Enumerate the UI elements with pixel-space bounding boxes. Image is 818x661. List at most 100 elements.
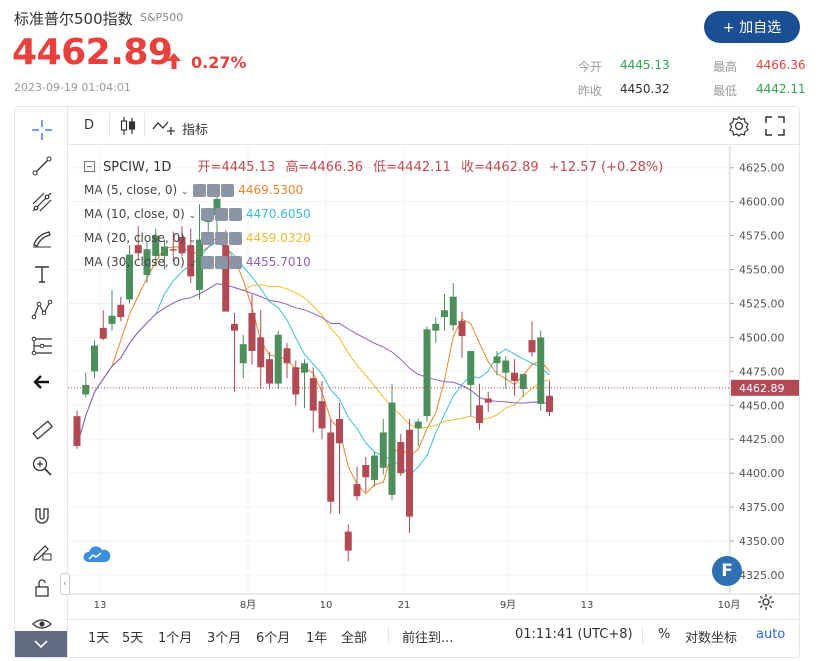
- chevron-down-icon[interactable]: ⌄: [188, 211, 197, 221]
- ma20-label: MA (20, close, 0): [84, 231, 185, 245]
- candle-body: [414, 421, 422, 429]
- legend-low: 低=4442.11: [373, 160, 451, 175]
- auto-scale-toggle[interactable]: auto: [756, 627, 786, 642]
- crosshair-icon[interactable]: [15, 115, 68, 145]
- ma5-legend: MA (5, close, 0) ⌄ 4469.5300: [84, 183, 303, 197]
- interval-button[interactable]: D: [84, 118, 95, 133]
- candle-body: [292, 367, 300, 395]
- moving-average-lines: [76, 235, 550, 495]
- price-tick-label: 4375.00: [739, 501, 785, 514]
- back-arrow-icon[interactable]: [15, 367, 68, 397]
- close-icon[interactable]: [221, 184, 235, 197]
- candle-body: [449, 296, 457, 326]
- eye-icon[interactable]: [201, 232, 215, 245]
- candle-body: [379, 432, 387, 468]
- close-icon[interactable]: [229, 232, 243, 245]
- divider: [388, 626, 389, 644]
- candle-body: [108, 315, 116, 324]
- fib-tool-icon[interactable]: [15, 187, 68, 217]
- settings-gear-icon[interactable]: [215, 232, 229, 245]
- candle-body: [327, 432, 335, 502]
- candle-body: [309, 378, 317, 411]
- lock-drawing-pencil-icon[interactable]: [15, 537, 68, 567]
- settings-gear-icon[interactable]: [207, 184, 221, 197]
- price-tick-label: 4450.00: [739, 399, 785, 412]
- price-tick-label: 4425.00: [739, 433, 785, 446]
- price-tick-label: 4475.00: [739, 365, 785, 378]
- close-icon[interactable]: [229, 256, 243, 269]
- chevron-down-icon[interactable]: ⌄: [188, 235, 197, 245]
- indicators-button[interactable]: 指标: [182, 123, 209, 138]
- ma5-line: [76, 235, 550, 495]
- chart-toolbar: D 指标: [68, 107, 799, 145]
- divider: [642, 626, 643, 644]
- forecast-tool-icon[interactable]: [15, 331, 68, 361]
- candle-body: [344, 531, 352, 551]
- eye-icon[interactable]: [201, 208, 215, 221]
- magnet-icon[interactable]: [15, 501, 68, 531]
- eye-icon[interactable]: [15, 609, 68, 639]
- range-3m[interactable]: 3个月: [207, 631, 242, 646]
- ma10-value: 4470.6050: [245, 207, 311, 221]
- candle-body: [432, 323, 440, 331]
- candle-body: [441, 310, 448, 318]
- log-scale-toggle[interactable]: 对数坐标: [685, 631, 738, 646]
- candle-body: [169, 249, 177, 251]
- ma30-value: 4455.7010: [245, 255, 311, 269]
- current-price: 4462.89: [12, 32, 173, 73]
- candle-body: [82, 384, 90, 395]
- ma30-legend: MA (30, close, 0) ⌄ 4455.7010: [84, 255, 311, 269]
- settings-gear-icon[interactable]: [215, 208, 229, 221]
- settings-gear-icon[interactable]: [728, 115, 750, 137]
- price-tick-label: 4325.00: [739, 569, 785, 582]
- expand-toolbar-icon[interactable]: ‹: [60, 573, 70, 595]
- ma10-legend: MA (10, close, 0) ⌄ 4470.6050: [84, 207, 311, 221]
- ma5-value: 4469.5300: [238, 183, 304, 197]
- settings-gear-icon[interactable]: [757, 593, 775, 611]
- range-1d[interactable]: 1天: [88, 631, 110, 646]
- indicators-icon[interactable]: [152, 117, 178, 135]
- range-5d[interactable]: 5天: [122, 631, 144, 646]
- range-toolbar: 1天 5天 1个月 3个月 6个月 1年 全部 前往到... 01:11:41 …: [68, 619, 799, 650]
- candle-body: [467, 350, 475, 385]
- eye-icon[interactable]: [201, 256, 215, 269]
- percent-toggle[interactable]: %: [658, 627, 671, 642]
- range-all[interactable]: 全部: [341, 631, 368, 646]
- candle-body: [117, 304, 125, 318]
- high-label: 最高: [713, 60, 738, 74]
- candle-type-icon[interactable]: [119, 116, 137, 136]
- goto-date-button[interactable]: 前往到...: [402, 631, 454, 646]
- zoom-in-icon[interactable]: [15, 451, 68, 481]
- legend-open: 开=4445.13: [197, 160, 276, 175]
- time-tick-label: 13: [94, 600, 107, 611]
- chart-legend: SPCIW, 1D 开=4445.13 高=4466.36 低=4442.11 …: [84, 156, 663, 175]
- fullscreen-icon[interactable]: [765, 116, 785, 136]
- collapse-legend-icon[interactable]: [84, 161, 95, 172]
- settings-gear-icon[interactable]: [215, 256, 229, 269]
- pattern-tool-icon[interactable]: [15, 295, 68, 325]
- text-tool-icon[interactable]: [15, 259, 68, 289]
- trend-line-icon[interactable]: [15, 151, 68, 181]
- candle-body: [99, 327, 107, 339]
- candle-body: [353, 484, 361, 497]
- add-watchlist-button[interactable]: + 加自选: [704, 11, 800, 43]
- f-badge-icon[interactable]: F: [712, 556, 742, 586]
- ruler-icon[interactable]: [15, 415, 68, 445]
- candle-body: [493, 356, 501, 364]
- ma30-label: MA (30, close, 0): [84, 255, 185, 269]
- chevron-down-icon[interactable]: ⌄: [188, 259, 197, 269]
- change-percent: 0.27%: [191, 53, 247, 72]
- eye-icon[interactable]: [193, 184, 207, 197]
- brush-icon[interactable]: [15, 223, 68, 253]
- candle-body: [73, 416, 81, 447]
- range-6m[interactable]: 6个月: [256, 631, 291, 646]
- collapse-toolbar-button[interactable]: [15, 631, 67, 657]
- candle-body: [187, 245, 195, 277]
- unlock-icon[interactable]: [15, 573, 68, 603]
- range-1m[interactable]: 1个月: [158, 631, 193, 646]
- close-icon[interactable]: [229, 208, 243, 221]
- range-1y[interactable]: 1年: [306, 631, 328, 646]
- candle-body: [476, 405, 483, 423]
- candle-body: [484, 398, 492, 403]
- chevron-down-icon[interactable]: ⌄: [181, 187, 189, 197]
